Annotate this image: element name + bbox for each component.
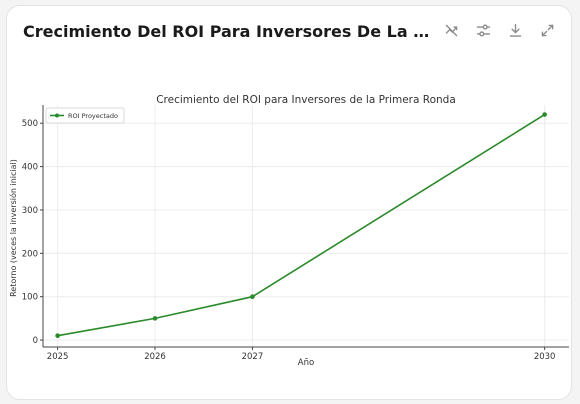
expand-button[interactable] bbox=[537, 20, 557, 40]
data-point bbox=[152, 316, 158, 321]
x-tick-label: 2026 bbox=[144, 352, 166, 362]
hide-chart-icon bbox=[445, 24, 457, 36]
data-point bbox=[250, 294, 255, 299]
x-tick-label: 2027 bbox=[242, 352, 264, 362]
legend-box bbox=[45, 107, 125, 124]
download-icon bbox=[509, 23, 521, 37]
expand-icon bbox=[541, 24, 553, 36]
x-tick-label: 2030 bbox=[534, 352, 556, 362]
y-tick-label: 200 bbox=[22, 249, 38, 259]
legend-swatch-marker bbox=[55, 113, 59, 118]
filter-icon bbox=[476, 24, 490, 36]
y-axis-label: Retorno (veces la inversión inicial) bbox=[8, 159, 18, 297]
filter-button[interactable] bbox=[473, 20, 493, 40]
data-point bbox=[542, 112, 547, 117]
chart-toolbar bbox=[441, 20, 557, 40]
legend-label: ROI Proyectado bbox=[68, 112, 118, 120]
x-axis-label: Año bbox=[298, 358, 314, 368]
data-point bbox=[55, 333, 60, 339]
y-tick-label: 100 bbox=[22, 293, 38, 303]
y-tick-label: 500 bbox=[22, 119, 38, 129]
y-tick-label: 400 bbox=[22, 163, 38, 173]
series-line bbox=[57, 113, 546, 337]
y-tick-label: 300 bbox=[22, 206, 38, 216]
y-tick-label: 0 bbox=[33, 336, 38, 346]
line-chart: Crecimiento del ROI para Inversores de l… bbox=[8, 94, 569, 368]
chart-card: Crecimiento Del ROI Para Inversores De L… bbox=[6, 5, 572, 400]
chart-title: Crecimiento del ROI para Inversores de l… bbox=[156, 94, 456, 106]
download-button[interactable] bbox=[505, 20, 525, 40]
hide-chart-button[interactable] bbox=[441, 20, 461, 40]
x-tick-label: 2025 bbox=[47, 352, 69, 362]
